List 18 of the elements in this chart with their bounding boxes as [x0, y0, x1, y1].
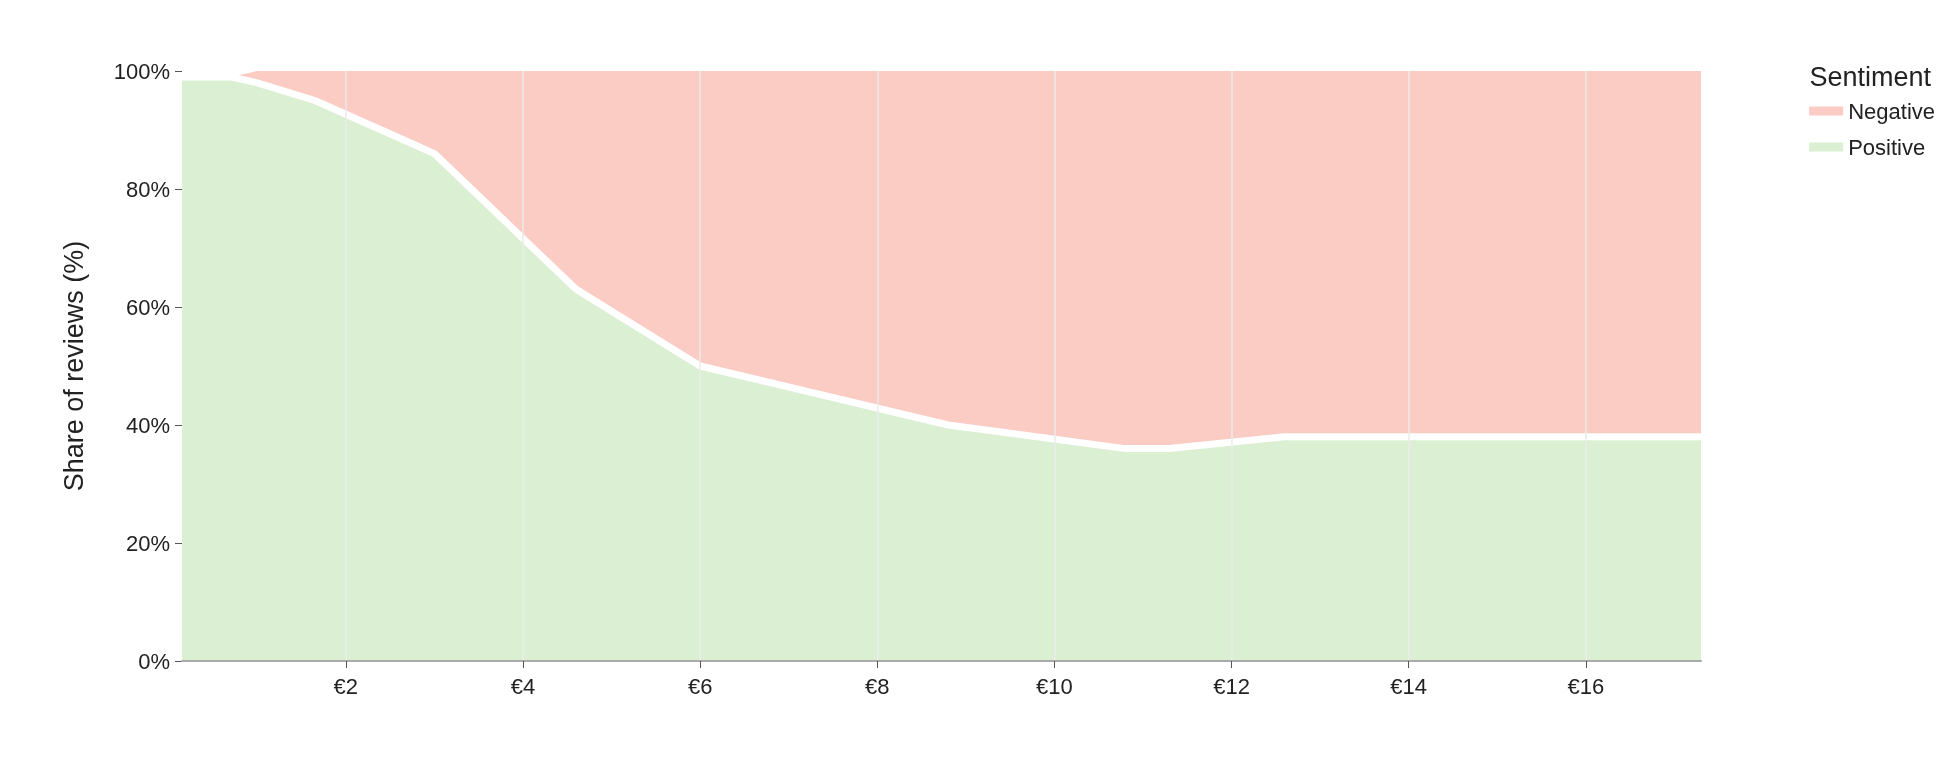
x-tick-label: €4	[510, 673, 536, 699]
y-tick-label: 0%	[138, 648, 170, 674]
legend-title: Sentiment	[1809, 61, 1932, 92]
y-tick-label: 100%	[113, 58, 170, 84]
y-axis-title: Share of reviews (%)	[58, 240, 89, 492]
x-tick-label: €12	[1213, 673, 1250, 699]
x-tick-label: €2	[333, 673, 359, 699]
legend-label: Negative	[1848, 98, 1936, 124]
x-tick-label: €14	[1390, 673, 1428, 699]
y-tick-label: 40%	[125, 412, 170, 438]
y-tick-label: 80%	[125, 176, 170, 202]
y-tick-label: 20%	[125, 530, 170, 556]
x-tick-label: €8	[865, 673, 890, 699]
x-tick-label: €6	[687, 673, 713, 699]
x-tick-label: €16	[1567, 673, 1605, 699]
legend-label: Positive	[1848, 134, 1926, 160]
y-tick-label: 60%	[125, 294, 170, 320]
x-tick-label: €10	[1036, 673, 1073, 699]
